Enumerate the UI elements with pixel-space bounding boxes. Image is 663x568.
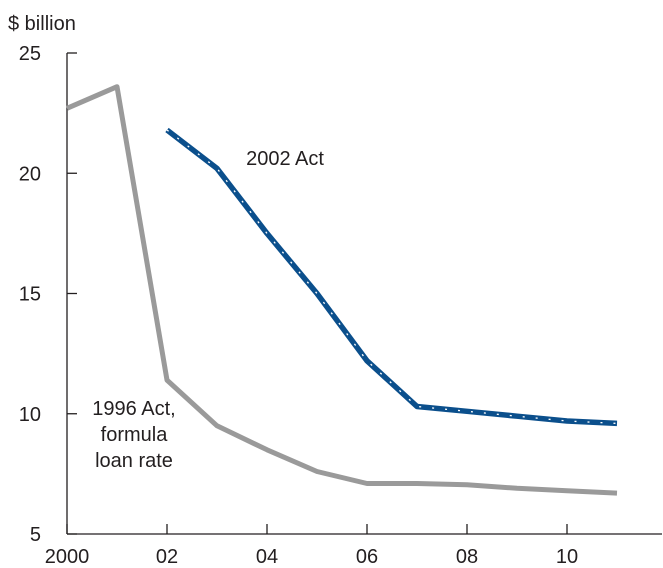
series-layer [66,84,618,496]
x-tick-label: 02 [156,546,178,568]
annotation-line: loan rate [95,450,173,472]
x-tick-label: 08 [456,546,478,568]
series-annotations: 2002 Act 1996 Act, formula loan rate [92,148,324,472]
x-tick-label: 04 [256,546,278,568]
annotation-line: 2002 Act [246,148,324,170]
x-tick-label: 10 [556,546,578,568]
y-tick-label: 10 [19,404,41,426]
x-tick-label: 06 [356,546,378,568]
x-ticks: 2000 02 04 06 08 10 [45,524,578,568]
y-tick-label: 25 [19,43,41,65]
series-2002-act-line-dash [166,129,618,425]
series-2002-act-line-base [165,127,618,427]
y-tick-label: 20 [19,163,41,185]
y-tick-label: 15 [19,284,41,306]
label-2002-act: 2002 Act [246,148,324,170]
x-tick-label: 2000 [45,546,90,568]
y-axis-unit-label: $ billion [8,13,76,35]
annotation-line: formula [101,424,169,446]
y-tick-label: 5 [30,524,41,546]
label-1996-act: 1996 Act, formula loan rate [92,398,175,472]
annotation-line: 1996 Act, [92,398,175,420]
series-1996-act-line [66,84,618,496]
y-ticks: 5 10 15 20 25 [19,43,77,546]
